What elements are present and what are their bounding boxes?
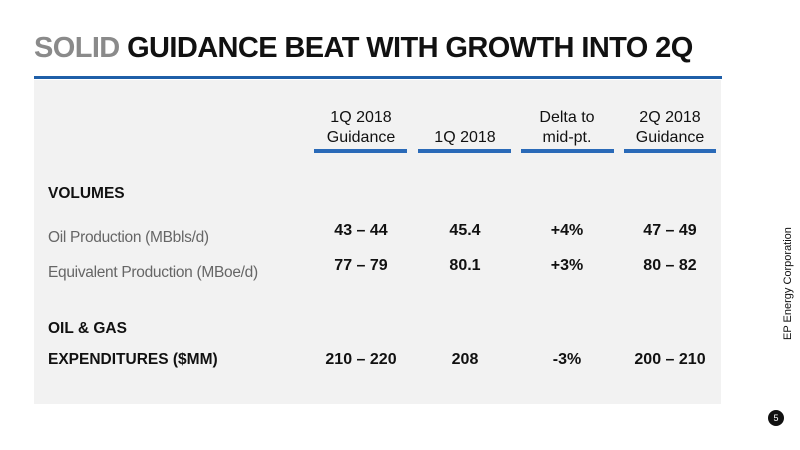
company-name-vertical: EP Energy Corporation [782,227,794,340]
column-header-1q-actual: 1Q 2018 [418,108,512,148]
cell-value: +3% [550,257,584,274]
column-header-line1: 2Q 2018 [639,109,701,126]
column-header-line1 [418,108,512,128]
column-underline [624,149,716,153]
column-header-line2: 1Q 2018 [434,129,496,146]
column-underline [314,149,407,153]
column-header-1q-guidance: 1Q 2018 Guidance [314,108,408,148]
cell-value: 80.1 [449,257,481,274]
cell-value: 210 – 220 [325,351,397,368]
cell-value: 200 – 210 [634,351,706,368]
title-accent: SOLID [34,32,120,64]
cell-value: 77 – 79 [334,257,388,274]
row-label-equivalent-production: Equivalent Production (MBoe/d) [48,264,258,281]
page-number-badge: 5 [768,410,784,426]
column-header-2q-guidance: 2Q 2018 Guidance [623,108,717,148]
column-header-line1: Delta to [539,109,595,126]
cell-value: 43 – 44 [334,222,388,239]
title-main: GUIDANCE BEAT WITH GROWTH INTO 2Q [127,32,693,64]
title-divider [34,76,722,79]
cell-value: 80 – 82 [643,257,697,274]
guidance-table-panel [34,80,721,404]
column-header-delta: Delta to mid-pt. [520,108,614,148]
slide-title: SOLID GUIDANCE BEAT WITH GROWTH INTO 2Q [34,34,693,63]
column-header-line2: Guidance [326,129,396,146]
row-label-expenditures: EXPENDITURES ($MM) [48,351,218,368]
cell-value: -3% [552,351,582,368]
column-header-line1: 1Q 2018 [330,109,392,126]
column-header-line2: Guidance [635,129,705,146]
cell-value: +4% [550,222,584,239]
column-underline [418,149,511,153]
cell-value: 45.4 [449,222,481,239]
row-label-oil-production: Oil Production (MBbls/d) [48,229,209,246]
cell-value: 208 [451,351,479,368]
section-oil-gas: OIL & GAS [48,320,127,337]
section-volumes: VOLUMES [48,185,125,202]
column-underline [521,149,614,153]
column-header-line2: mid-pt. [542,129,592,146]
cell-value: 47 – 49 [643,222,697,239]
